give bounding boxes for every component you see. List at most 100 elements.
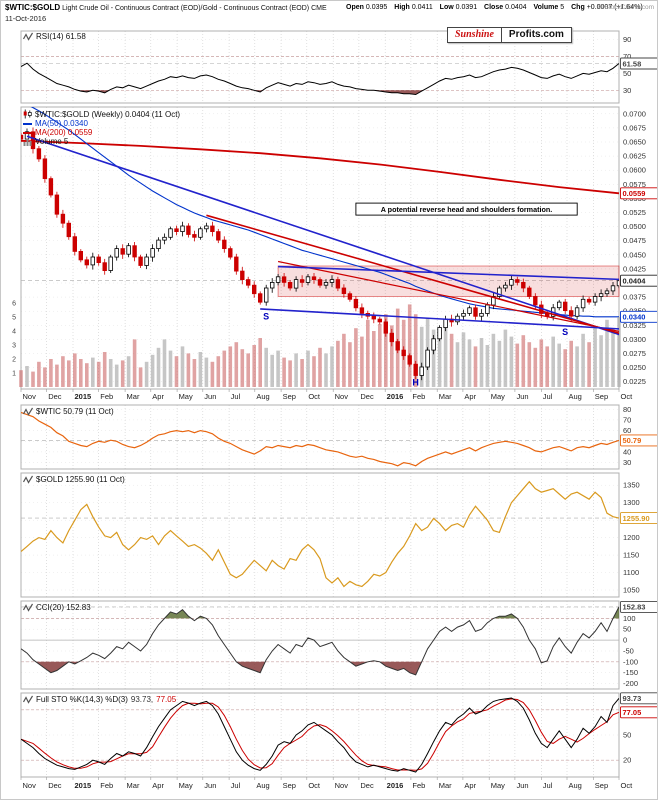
shs-letter: H [412, 378, 419, 388]
chart-symbol: $WTIC:$GOLD [5, 3, 61, 12]
svg-text:3: 3 [12, 343, 16, 350]
shs-letter: S [562, 327, 568, 337]
volume-bars-icon [23, 138, 32, 146]
chg-label: Chg [571, 4, 585, 11]
high-label: High [394, 4, 410, 11]
sto-line-%D [21, 698, 619, 771]
svg-text:1050: 1050 [623, 586, 640, 595]
cci-legend-label: CCI(20) 152.83 [36, 603, 91, 612]
svg-text:Aug: Aug [256, 392, 269, 401]
chg-value: +0.0007 (+1.64%) [586, 4, 643, 11]
price-legend-ma50: MA(50) 0.0340 [23, 119, 88, 128]
svg-text:77.05: 77.05 [623, 708, 642, 717]
svg-text:0.0275: 0.0275 [623, 349, 646, 358]
indicator-line-icon [23, 407, 33, 416]
cci-line [21, 606, 619, 676]
svg-text:Jun: Jun [516, 392, 528, 401]
wtic-plot [21, 411, 619, 467]
axis-badges: 61.58 0.0559 0.0404 0.0340 50.79 1255.90 152.8… [620, 57, 657, 719]
price-symbol-label: $WTIC:$GOLD (Weekly) 0.0404 (11 Oct) [35, 109, 181, 119]
svg-text:0: 0 [623, 636, 627, 645]
ma50-swatch-icon [23, 122, 32, 125]
svg-text:Sep: Sep [595, 392, 608, 401]
svg-text:30: 30 [623, 458, 631, 467]
svg-text:Aug: Aug [568, 781, 581, 790]
svg-text:0.0575: 0.0575 [623, 180, 646, 189]
svg-text:2015: 2015 [75, 392, 92, 401]
copyright-stockcharts: © StockCharts.com [597, 4, 654, 11]
svg-text:2016: 2016 [387, 392, 404, 401]
svg-text:Oct: Oct [308, 781, 321, 790]
wtic-legend: $WTIC 50.79 (11 Oct) [23, 407, 114, 416]
indicator-line-icon [23, 695, 33, 704]
svg-text:1255.90: 1255.90 [623, 514, 650, 523]
indicator-line-icon [23, 475, 33, 484]
svg-text:1150: 1150 [623, 551, 639, 560]
svg-text:1100: 1100 [623, 568, 639, 577]
sunshine-logo-part1: Sunshine [447, 27, 502, 43]
svg-text:Apr: Apr [464, 392, 476, 401]
high-value: 0.0411 [411, 4, 433, 11]
svg-text:Jul: Jul [231, 392, 241, 401]
indicator-line-icon [23, 603, 33, 612]
svg-text:20: 20 [623, 756, 631, 765]
ma200-label: MA(200) 0.0559 [35, 128, 93, 137]
sto-legend: Full STO %K(14,3) %D(3) 93.73, 77.05 [23, 695, 176, 704]
low-label: Low [439, 4, 454, 11]
axis-value-badge [620, 512, 657, 525]
price-legend-ma200: MA(200) 0.0559 [23, 128, 92, 137]
svg-text:0.0404: 0.0404 [623, 277, 647, 286]
svg-text:Sep: Sep [283, 781, 296, 790]
svg-text:Apr: Apr [152, 392, 164, 401]
shs-letter: S [263, 312, 269, 322]
svg-text:1300: 1300 [623, 498, 640, 507]
svg-text:-100: -100 [623, 657, 638, 666]
svg-text:0.0325: 0.0325 [623, 321, 646, 330]
sto-k-value: 93.73, [130, 695, 154, 704]
ma200-line [21, 139, 619, 195]
volume-label: Volume [533, 4, 559, 11]
svg-text:90: 90 [623, 35, 631, 44]
candlesticks [21, 127, 619, 381]
chart-description: Light Crude Oil - Continuous Contract (E… [62, 5, 310, 12]
svg-text:152.83: 152.83 [623, 603, 646, 612]
gold-legend: $GOLD 1255.90 (11 Oct) [23, 475, 125, 484]
svg-text:Mar: Mar [127, 781, 140, 790]
sto-plot [21, 697, 619, 773]
axis-value-badge [620, 692, 657, 705]
candlestick-icon [23, 109, 32, 119]
svg-text:2015: 2015 [75, 781, 92, 790]
svg-text:93.73: 93.73 [623, 694, 642, 703]
svg-text:1200: 1200 [623, 533, 640, 542]
svg-text:100: 100 [623, 614, 636, 623]
ma200-swatch-icon [23, 131, 32, 134]
svg-text:Aug: Aug [568, 392, 581, 401]
svg-text:Jul: Jul [231, 781, 241, 790]
svg-text:-200: -200 [623, 679, 638, 688]
svg-text:May: May [179, 392, 193, 401]
svg-text:6: 6 [12, 301, 16, 308]
axis-value-badge [620, 57, 657, 70]
svg-text:Apr: Apr [152, 781, 164, 790]
svg-text:0.0475: 0.0475 [623, 236, 646, 245]
sunshine-profits-logo[interactable]: Sunshine Profits.com [447, 27, 572, 43]
svg-text:Mar: Mar [439, 392, 452, 401]
svg-text:-50: -50 [623, 646, 634, 655]
svg-text:0.0450: 0.0450 [623, 250, 646, 259]
chart-title: $WTIC:$GOLD Light Crude Oil - Continuous… [5, 3, 327, 12]
svg-text:Aug: Aug [256, 781, 269, 790]
axis-value-badge [620, 706, 657, 719]
open-label: Open [346, 4, 364, 11]
trendline [278, 265, 619, 281]
svg-text:Mar: Mar [127, 392, 140, 401]
gold-line [21, 480, 619, 588]
svg-text:Dec: Dec [48, 392, 62, 401]
sto-d-value: 77.05 [156, 695, 177, 704]
svg-text:Jun: Jun [204, 392, 216, 401]
svg-text:Apr: Apr [464, 781, 476, 790]
svg-text:Feb: Feb [412, 781, 425, 790]
svg-text:Jun: Jun [516, 781, 528, 790]
svg-text:0.0425: 0.0425 [623, 264, 646, 273]
trendline [26, 135, 619, 336]
